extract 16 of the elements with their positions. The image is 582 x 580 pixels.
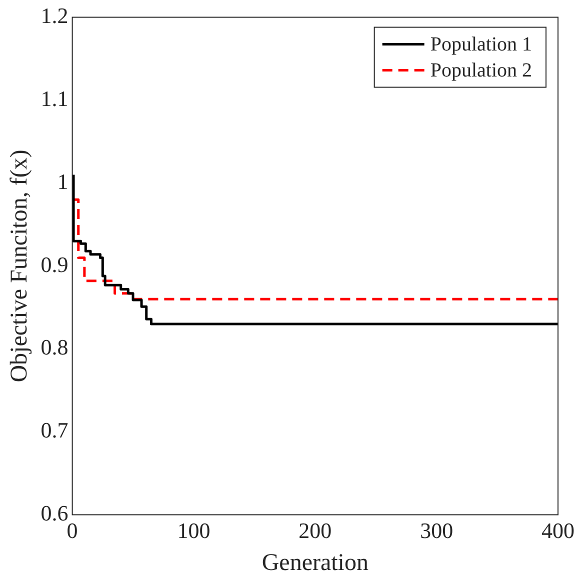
y-tick-label: 0.9: [40, 252, 68, 277]
y-tick-label: 1.1: [40, 86, 68, 111]
x-tick-label: 0: [66, 518, 78, 543]
y-tick-label: 0.8: [40, 334, 68, 360]
x-tick-label: 100: [177, 518, 210, 543]
x-tick-label: 300: [420, 518, 454, 543]
y-tick-label: 1.2: [40, 2, 68, 28]
y-axis-title: Objective Funciton, f(x): [6, 150, 33, 382]
legend-label: Population 1: [430, 33, 532, 56]
x-tick-label: 400: [542, 518, 574, 543]
y-tick-label: 0.7: [40, 418, 68, 443]
x-tick-label: 200: [298, 518, 332, 543]
x-axis-title: Generation: [262, 550, 368, 576]
y-tick-label: 1: [57, 168, 68, 194]
y-tick-label: 0.6: [40, 500, 68, 526]
legend-label: Population 2: [430, 59, 532, 82]
